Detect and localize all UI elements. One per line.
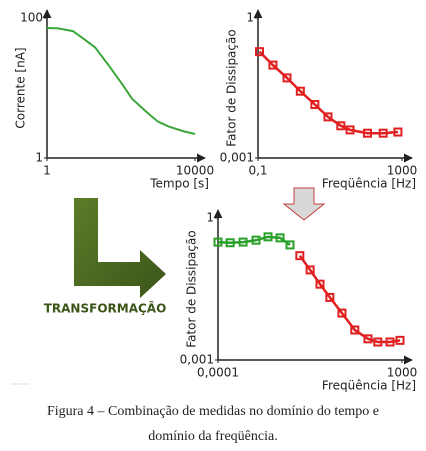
- data-marker: [325, 292, 335, 302]
- down-arrow: [282, 187, 326, 221]
- x-tick-label: 10000: [176, 164, 214, 178]
- data-marker: [323, 112, 333, 122]
- data-marker: [378, 128, 388, 138]
- data-marker: [350, 325, 360, 335]
- y-axis-label: Fator de Dissipação: [185, 230, 199, 347]
- y-tick-label: 1: [35, 151, 43, 165]
- data-marker: [295, 251, 305, 261]
- data-marker: [362, 128, 372, 138]
- y-tick-label: 0,001: [180, 353, 214, 367]
- data-line: [258, 50, 399, 135]
- x-axis-label: Freqüência [Hz]: [322, 177, 416, 191]
- y-tick-label: 1: [206, 211, 214, 225]
- y-axis-label: Fator de Dissipação: [225, 29, 239, 146]
- transform-arrow: [74, 198, 166, 298]
- data-line: [217, 235, 291, 246]
- data-marker: [225, 238, 235, 248]
- data-marker: [337, 308, 347, 318]
- data-marker: [295, 86, 305, 96]
- data-marker: [268, 60, 278, 70]
- data-line: [46, 26, 196, 136]
- data-marker: [282, 73, 292, 83]
- data-marker: [305, 265, 315, 275]
- y-tick-label: 1: [246, 11, 254, 25]
- data-marker: [363, 334, 373, 344]
- data-marker: [285, 240, 295, 250]
- caption: domínio da freqüência.: [148, 429, 277, 444]
- data-marker: [345, 125, 355, 135]
- y-axis-label: Corrente [nA]: [14, 47, 28, 128]
- data-marker: [315, 279, 325, 289]
- caption: Figura 4 – Combinação de medidas no domí…: [47, 404, 379, 419]
- data-marker: [336, 121, 346, 131]
- x-tick-label: 1000: [387, 366, 418, 380]
- data-marker: [251, 235, 261, 245]
- x-axis-label: Freqüência [Hz]: [322, 379, 416, 393]
- data-marker: [385, 337, 395, 347]
- data-marker: [213, 237, 223, 247]
- x-tick-label: 1000: [387, 164, 418, 178]
- data-marker: [393, 127, 403, 137]
- data-marker: [275, 233, 285, 243]
- y-tick-label: 0,001: [220, 151, 254, 165]
- data-marker: [263, 232, 273, 242]
- y-tick-label: 100: [20, 11, 43, 25]
- data-marker: [254, 47, 264, 57]
- x-tick-label: 0,1: [248, 164, 267, 178]
- x-tick-label: 0,0001: [197, 366, 239, 380]
- data-line: [298, 254, 401, 344]
- data-marker: [310, 100, 320, 110]
- transform-label: TRANSFORMAÇÃO: [44, 301, 167, 316]
- data-marker: [238, 237, 248, 247]
- data-marker: [395, 335, 405, 345]
- x-tick-label: 1: [43, 164, 51, 178]
- x-axis-label: Tempo [s]: [149, 177, 209, 191]
- data-marker: [373, 337, 383, 347]
